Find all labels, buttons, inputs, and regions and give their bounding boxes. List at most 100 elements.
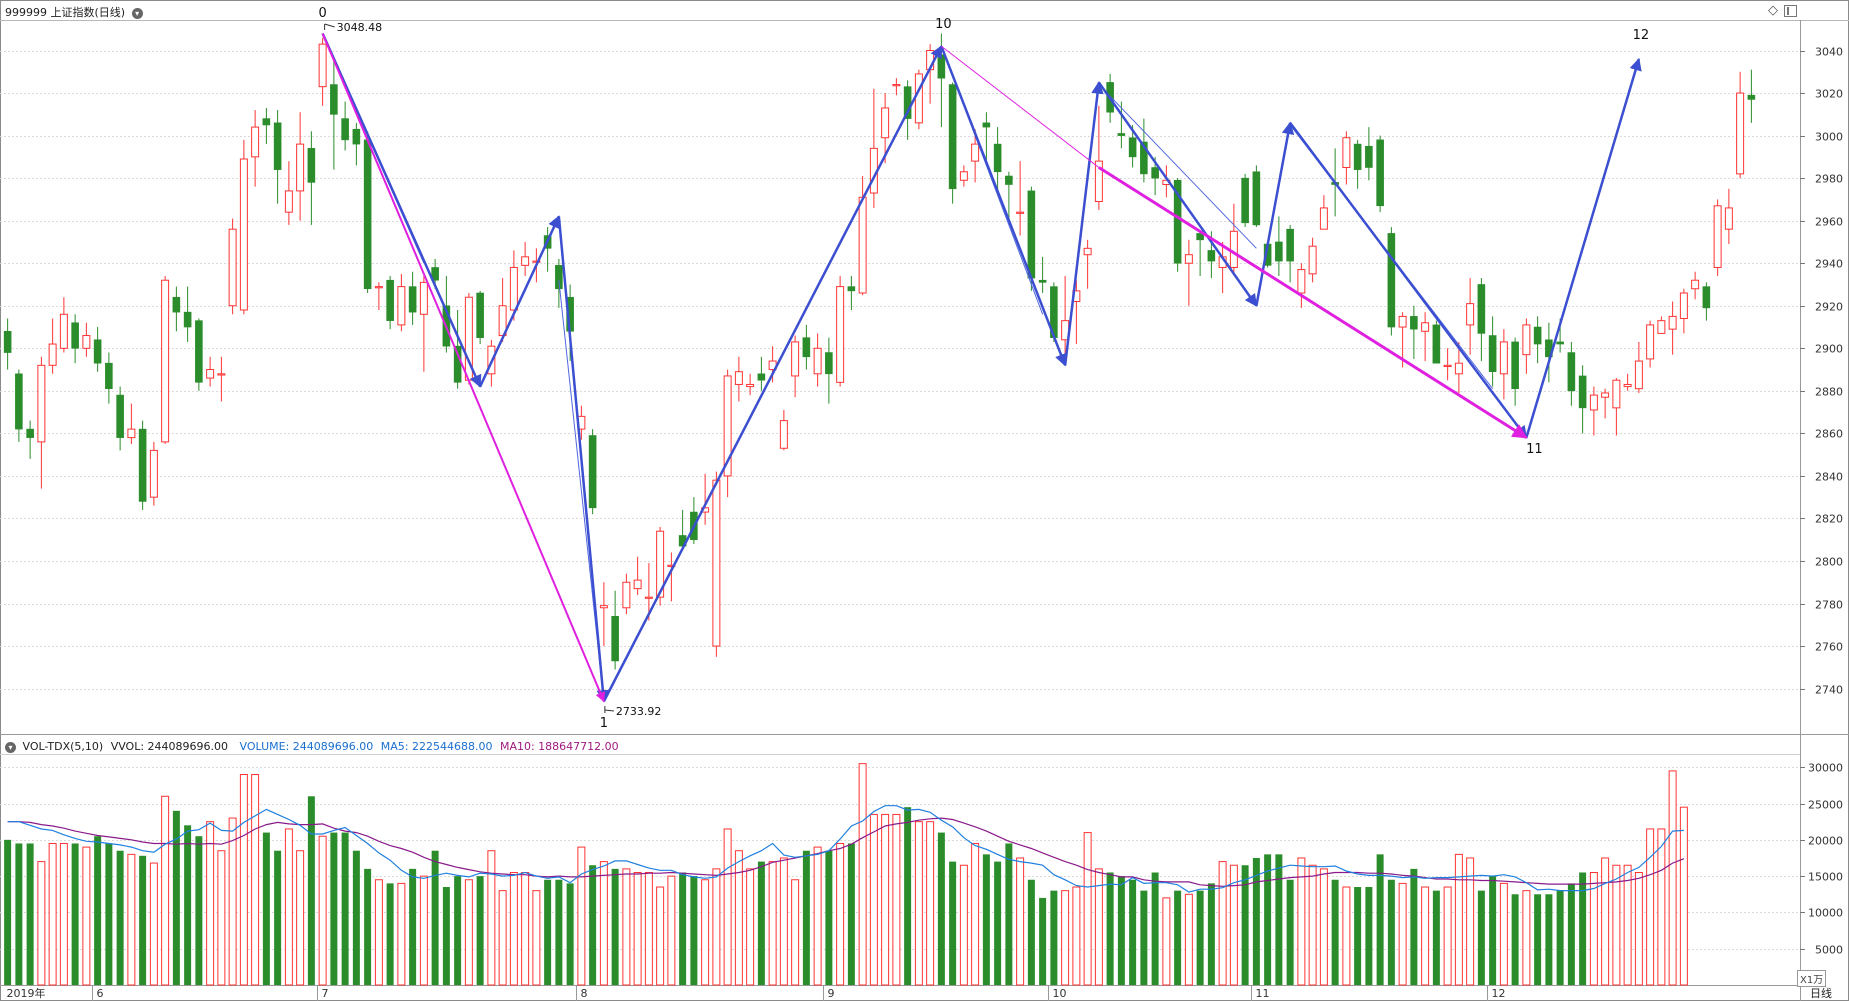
volume-bar-up[interactable] <box>1679 806 1688 986</box>
volume-bar-up[interactable] <box>82 846 91 986</box>
candle-down[interactable] <box>1140 141 1148 175</box>
candle-down[interactable] <box>1196 233 1204 241</box>
volume-bar-up[interactable] <box>397 882 406 986</box>
volume-bar-down[interactable] <box>15 843 23 985</box>
volume-bar-up[interactable] <box>622 868 631 986</box>
volume-bar-up[interactable] <box>813 846 822 986</box>
volume-bar-up[interactable] <box>633 872 642 986</box>
volume-bar-up[interactable] <box>239 774 248 986</box>
volume-bar-up[interactable] <box>1218 861 1227 986</box>
volume-bar-down[interactable] <box>1005 843 1013 985</box>
volume-bar-down[interactable] <box>1365 887 1373 985</box>
volume-bar-up[interactable] <box>1612 864 1621 986</box>
candle-up[interactable] <box>1443 364 1452 368</box>
candle-down[interactable] <box>93 339 102 364</box>
volume-bar-down[interactable] <box>1151 872 1159 986</box>
candle-up[interactable] <box>1229 230 1238 268</box>
candle-up[interactable] <box>1646 324 1655 360</box>
collapse-icon[interactable] <box>1784 5 1797 17</box>
diamond-icon[interactable]: ◇ <box>1768 3 1778 18</box>
volume-bar-up[interactable] <box>836 842 845 986</box>
candle-up[interactable] <box>1713 205 1722 268</box>
volume-bar-down[interactable] <box>116 850 124 985</box>
candle-down[interactable] <box>3 330 12 353</box>
volume-bar-up[interactable] <box>1398 882 1407 986</box>
candle-down[interactable] <box>1151 167 1159 179</box>
volume-bar-down[interactable] <box>172 810 180 985</box>
volume-bar-down[interactable] <box>566 883 574 985</box>
volume-bar-down[interactable] <box>1511 894 1519 985</box>
candle-up[interactable] <box>284 190 293 213</box>
volume-bar-up[interactable] <box>914 821 923 986</box>
candle-up[interactable] <box>59 313 68 349</box>
volume-bar-down[interactable] <box>352 850 360 985</box>
volume-bar-up[interactable] <box>217 850 226 986</box>
volume-bar-up[interactable] <box>791 879 800 986</box>
candle-up[interactable] <box>858 196 867 294</box>
volume-bar-down[interactable] <box>949 861 957 985</box>
chevron-down-icon[interactable]: ▾ <box>131 8 143 19</box>
volume-bar-up[interactable] <box>374 879 383 986</box>
volume-bar-down[interactable] <box>679 872 687 986</box>
candle-up[interactable] <box>149 449 158 498</box>
volume-bar-up[interactable] <box>1657 828 1666 986</box>
candle-down[interactable] <box>847 286 856 292</box>
candle-up[interactable] <box>1342 137 1351 169</box>
volume-bar-down[interactable] <box>690 876 698 985</box>
volume-bar-up[interactable] <box>701 879 710 986</box>
volume-bar-down[interactable] <box>1534 894 1542 985</box>
candle-down[interactable] <box>948 84 957 190</box>
volume-bar-down[interactable] <box>1354 887 1362 985</box>
candle-up[interactable] <box>1499 341 1508 375</box>
volume-bar-up[interactable] <box>779 857 788 986</box>
candle-down[interactable] <box>802 337 811 358</box>
candle-down[interactable] <box>1286 228 1294 262</box>
candle-down[interactable] <box>1365 145 1373 168</box>
volume-bar-down[interactable] <box>994 861 1002 985</box>
candle-down[interactable] <box>352 128 361 145</box>
candle-up[interactable] <box>1634 360 1643 390</box>
volume-bar-down[interactable] <box>1264 854 1272 985</box>
candle-up[interactable] <box>1612 379 1621 409</box>
candle-up[interactable] <box>1094 160 1103 203</box>
candle-down[interactable] <box>408 286 417 313</box>
candle-up[interactable] <box>1016 211 1025 214</box>
candle-down[interactable] <box>1027 190 1036 279</box>
candle-down[interactable] <box>1353 143 1362 170</box>
volume-bar-up[interactable] <box>1342 886 1351 986</box>
volume-bar-up[interactable] <box>746 868 755 986</box>
candle-up[interactable] <box>1691 279 1700 290</box>
volume-bar-down[interactable] <box>1252 857 1260 985</box>
volume-bar-down[interactable] <box>1410 868 1418 985</box>
candle-down[interactable] <box>1432 324 1441 364</box>
candle-up[interactable] <box>419 281 428 315</box>
candle-up[interactable] <box>82 335 91 349</box>
volume-bar-up[interactable] <box>644 872 653 986</box>
volume-bar-up[interactable] <box>127 853 136 986</box>
candle-up[interactable] <box>1736 92 1745 175</box>
volume-bar-down[interactable] <box>307 796 315 985</box>
volume-bar-up[interactable] <box>1522 890 1531 986</box>
candle-up[interactable] <box>1083 247 1092 256</box>
volume-bar-down[interactable] <box>184 825 192 985</box>
candle-up[interactable] <box>228 228 237 307</box>
candle-down[interactable] <box>993 143 1002 173</box>
candle-down[interactable] <box>982 122 991 128</box>
volume-bar-down[interactable] <box>94 836 102 985</box>
candle-down[interactable] <box>1488 335 1497 372</box>
volume-bar-down[interactable] <box>442 887 450 985</box>
candle-up[interactable] <box>127 428 136 439</box>
volume-bar-down[interactable] <box>1027 879 1035 985</box>
volume-bar-up[interactable] <box>498 890 507 986</box>
volume-bar-up[interactable] <box>1061 890 1070 986</box>
candle-up[interactable] <box>791 341 800 377</box>
candle-up[interactable] <box>1589 394 1598 411</box>
volume-bar-up[interactable] <box>577 846 586 986</box>
volume-bar-down[interactable] <box>386 883 394 985</box>
volume-bar-down[interactable] <box>409 868 417 985</box>
volume-bars[interactable] <box>4 763 1688 986</box>
candle-up[interactable] <box>656 530 665 598</box>
volume-bar-down[interactable] <box>454 876 462 985</box>
candle-down[interactable] <box>15 373 23 430</box>
